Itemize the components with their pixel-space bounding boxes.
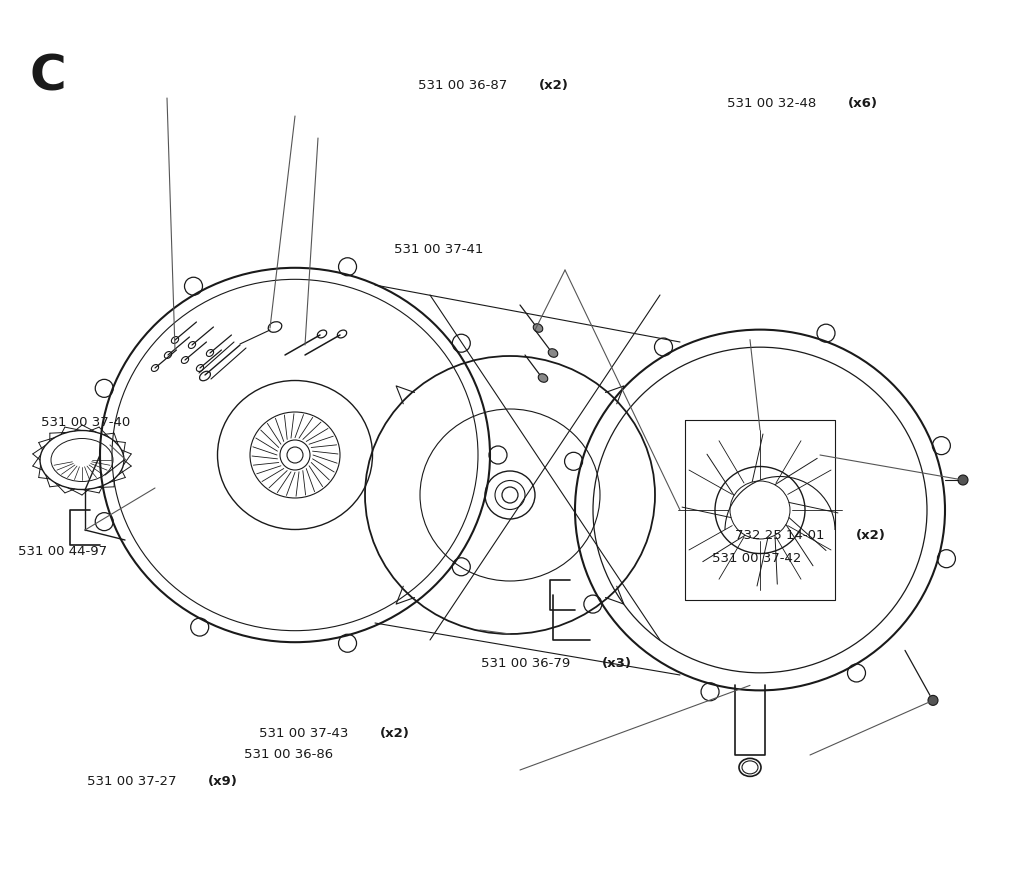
Circle shape bbox=[958, 475, 968, 485]
Text: (x3): (x3) bbox=[602, 657, 632, 669]
Ellipse shape bbox=[548, 349, 558, 357]
Text: 531 00 37-42: 531 00 37-42 bbox=[712, 552, 801, 564]
Ellipse shape bbox=[534, 324, 543, 332]
Text: 732 25 14-01: 732 25 14-01 bbox=[735, 529, 829, 542]
Text: (x2): (x2) bbox=[856, 529, 886, 542]
Text: 531 00 36-79: 531 00 36-79 bbox=[481, 657, 574, 669]
Circle shape bbox=[928, 696, 938, 705]
Text: 531 00 32-48: 531 00 32-48 bbox=[727, 97, 820, 109]
Text: 531 00 37-43: 531 00 37-43 bbox=[259, 727, 352, 739]
Text: 531 00 44-97: 531 00 44-97 bbox=[18, 545, 108, 557]
Text: (x2): (x2) bbox=[539, 80, 568, 92]
Text: 531 00 36-86: 531 00 36-86 bbox=[244, 748, 333, 760]
Text: (x6): (x6) bbox=[848, 97, 878, 109]
Text: 531 00 37-41: 531 00 37-41 bbox=[394, 243, 483, 256]
Text: C: C bbox=[30, 52, 67, 100]
Text: (x9): (x9) bbox=[208, 775, 238, 788]
Ellipse shape bbox=[539, 374, 548, 382]
Text: 531 00 36-87: 531 00 36-87 bbox=[418, 80, 511, 92]
Text: 531 00 37-40: 531 00 37-40 bbox=[41, 416, 130, 429]
Text: (x2): (x2) bbox=[380, 727, 410, 739]
Text: 531 00 37-27: 531 00 37-27 bbox=[87, 775, 181, 788]
